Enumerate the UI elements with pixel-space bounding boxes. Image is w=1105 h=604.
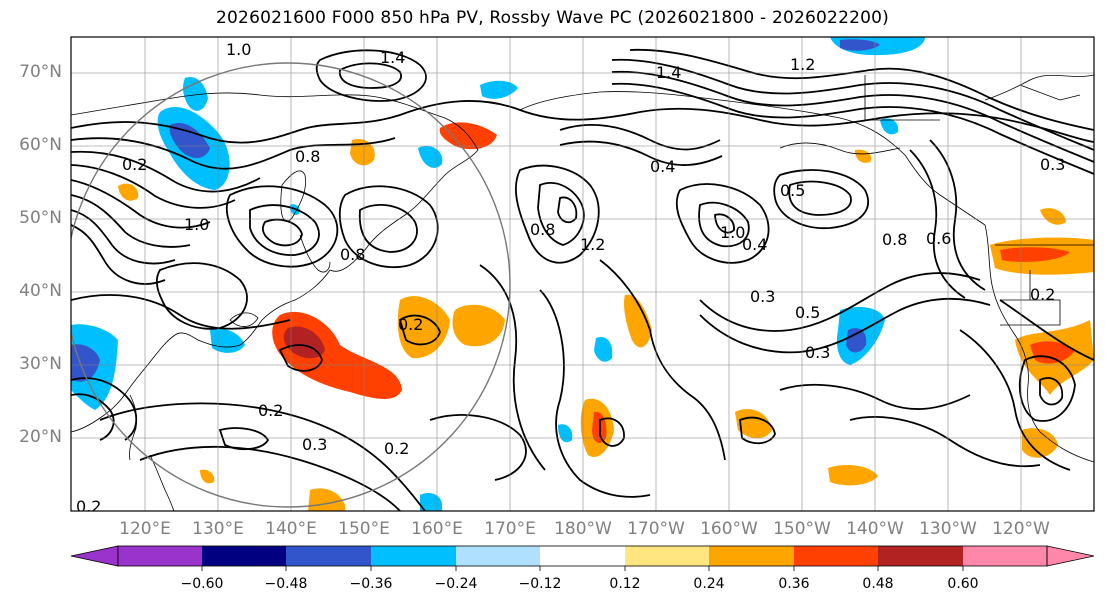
colorbar-tick-label: −0.36 [349,576,393,592]
colorbar-extend-low [70,545,119,567]
contour-label: 0.2 [384,439,409,458]
positive-anomaly-patch [855,149,872,163]
pc-shading-layer [71,37,1094,511]
longitude-label: 150°E [338,519,390,539]
contour-label: 1.2 [580,235,605,254]
contour-label: 0.2 [76,497,101,516]
contour-label: 0.4 [742,235,767,254]
colorbar-frame [117,545,1048,567]
negative-anomaly-core [169,122,210,158]
positive-anomaly-patch [735,409,772,439]
contour-label: 0.2 [1030,285,1055,304]
positive-anomaly-patch [828,464,878,486]
contour-label: 0.4 [650,157,675,176]
contour-label: 0.3 [750,287,775,306]
map-title: 2026021600 F000 850 hPa PV, Rossby Wave … [216,8,889,28]
contour-label: 1.2 [790,55,815,74]
positive-anomaly-patch [452,304,505,347]
contour-label: 0.5 [795,303,820,322]
positive-anomaly-core [1000,247,1070,262]
colorbar-tick-label: 0.48 [862,576,894,592]
colorbar-segment [371,546,456,566]
positive-anomaly-patch [623,294,652,348]
contour-label: 0.8 [530,220,555,239]
contour-label: 1.0 [226,40,251,59]
positive-anomaly-patch [118,183,139,201]
contour-label: 0.3 [805,343,830,362]
longitude-label: 140°W [846,519,904,539]
negative-anomaly-core [846,328,867,353]
longitude-label: 130°E [192,519,244,539]
negative-anomaly-patch [480,80,518,99]
longitude-label: 140°E [265,519,317,539]
coastline-layer [71,74,1094,511]
longitude-label: 130°W [919,519,977,539]
latitude-label: 60°N [19,135,62,155]
latitude-label: 20°N [19,427,62,447]
negative-anomaly-core [71,344,100,382]
colorbar [70,545,1095,571]
longitude-label: 120°E [119,519,171,539]
colorbar-tick-label: 0.60 [947,576,979,592]
longitude-label: 160°E [411,519,463,539]
negative-anomaly-patch [210,328,245,353]
positive-anomaly-core [1030,341,1075,364]
colorbar-extend-high [1046,545,1095,567]
contour-label: 0.3 [302,435,327,454]
longitude-label: 120°W [992,519,1050,539]
colorbar-segment [118,546,202,566]
contour-label: 1.0 [720,223,745,242]
colorbar-tick-label: −0.24 [434,576,478,592]
colorbar-segment [202,546,286,566]
colorbar-tick-label: −0.12 [518,576,562,592]
positive-anomaly-patch [200,469,215,484]
positive-anomaly-patch [1040,208,1066,225]
negative-anomaly-patch [420,493,442,511]
contour-label: 0.2 [258,401,283,420]
colorbar-segment [709,546,794,566]
negative-anomaly-core [840,39,880,51]
latitude-label: 70°N [19,62,62,82]
colorbar-tick-label: 0.36 [778,576,810,592]
colorbar-segment [878,546,963,566]
colorbar-segment [286,546,371,566]
contour-label: 0.2 [398,315,423,334]
contour-label: 0.6 [926,229,951,248]
contour-labels: 1.0 1.4 1.4 1.2 0.4 0.2 1.0 0.8 0.8 0.8 … [76,40,1065,516]
contour-label: 0.3 [1040,155,1065,174]
latitude-label: 30°N [19,354,62,374]
map-frame [70,36,1095,512]
contour-label: 0.5 [780,181,805,200]
contour-label: 0.2 [122,155,147,174]
negative-anomaly-patch [594,336,613,362]
longitude-label: 170°W [627,519,685,539]
colorbar-tick-label: −0.48 [264,576,308,592]
contour-label: 0.8 [882,230,907,249]
latitude-label: 50°N [19,208,62,228]
colorbar-segment [456,546,540,566]
negative-anomaly-patch [880,118,899,135]
colorbar-segment [540,546,625,566]
contour-label: 0.8 [340,245,365,264]
colorbar-segment [794,546,878,566]
positive-anomaly-patch [1022,428,1058,458]
reference-circle [71,62,511,508]
longitude-label: 160°W [700,519,758,539]
colorbar-tick-label: 0.12 [609,576,641,592]
negative-anomaly-patch [418,145,443,168]
latitude-label: 40°N [19,281,62,301]
contour-label: 1.0 [184,215,209,234]
colorbar-tick-label: −0.60 [180,576,224,592]
pv-contour-layer [71,48,1094,511]
colorbar-segment [963,546,1047,566]
contour-label: 1.4 [380,48,405,67]
longitude-label: 180°W [554,519,612,539]
colorbar-segment [625,546,709,566]
contour-label: 1.4 [656,63,681,82]
longitude-label: 170°E [484,519,536,539]
colorbar-tick-label: 0.24 [693,576,725,592]
contour-label: 0.8 [295,147,320,166]
longitude-label: 150°W [773,519,831,539]
